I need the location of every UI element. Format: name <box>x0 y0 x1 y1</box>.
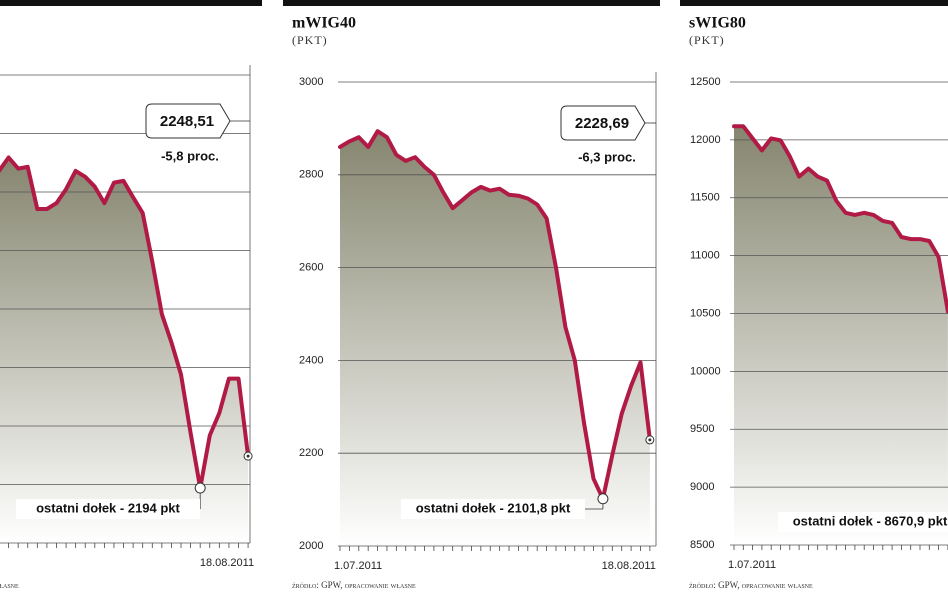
last-dot <box>246 454 250 458</box>
line <box>732 124 948 314</box>
y-tick-label: 11500 <box>690 192 720 204</box>
source: źródło: GPW, opracowanie własne <box>0 580 19 590</box>
y-tick-label: 2400 <box>299 354 323 366</box>
x-tick-label: 1.07.2011 <box>334 560 382 572</box>
low-marker <box>194 482 206 494</box>
y-tick-label: 2200 <box>299 447 323 459</box>
source: źródło: GPW, opracowanie własne <box>689 580 813 590</box>
last-value-label: 2228,69 <box>575 115 629 132</box>
change-label: -6,3 proc. <box>578 149 636 164</box>
line <box>338 129 652 501</box>
x-tick-label: 1.07.2011 <box>728 559 776 571</box>
y-tick-label: 9500 <box>690 423 714 435</box>
x-tick-label: 18.08.2011 <box>602 560 656 572</box>
y-tick-label: 10500 <box>690 307 721 319</box>
y-tick-label: 2600 <box>299 262 323 274</box>
header-bar <box>680 0 948 6</box>
line <box>0 155 251 490</box>
y-tick-label: 12500 <box>690 76 721 88</box>
header-bar <box>0 0 262 6</box>
y-tick-label: 9000 <box>690 481 714 493</box>
last-dot <box>648 438 652 442</box>
area <box>734 126 948 546</box>
last-value-label: 2248,51 <box>160 113 214 130</box>
y-tick-label: 10000 <box>690 365 721 377</box>
note-bg <box>16 499 200 519</box>
area <box>0 157 249 543</box>
y-tick-label: 12000 <box>690 134 721 146</box>
low-note: ostatni dołek - 2194 pkt <box>36 500 180 515</box>
callout-box <box>560 105 646 141</box>
note-bg <box>401 499 585 519</box>
area <box>340 131 650 546</box>
low-note: ostatni dołek - 8670,9 pkt <box>793 513 948 528</box>
unit-label: (PKT) <box>292 33 328 47</box>
y-tick-label: 3000 <box>299 76 323 88</box>
y-tick-label: 2800 <box>299 169 323 181</box>
source: źródło: GPW, opracowanie własne <box>292 580 416 590</box>
note-bg <box>778 512 948 532</box>
change-label: -5,8 proc. <box>161 148 219 163</box>
callout-box <box>145 103 231 139</box>
low-marker <box>597 493 609 505</box>
chart-title: sWIG80 <box>689 15 746 32</box>
y-tick-label: 2000 <box>299 540 323 552</box>
chart-title: mWIG40 <box>292 15 356 32</box>
unit-label: (PKT) <box>689 33 725 47</box>
x-tick-label: 18.08.2011 <box>200 557 254 569</box>
y-tick-label: 8500 <box>690 539 714 551</box>
low-note: ostatni dołek - 2101,8 pkt <box>416 500 571 515</box>
header-bar <box>283 0 660 6</box>
y-tick-label: 11000 <box>690 250 720 262</box>
